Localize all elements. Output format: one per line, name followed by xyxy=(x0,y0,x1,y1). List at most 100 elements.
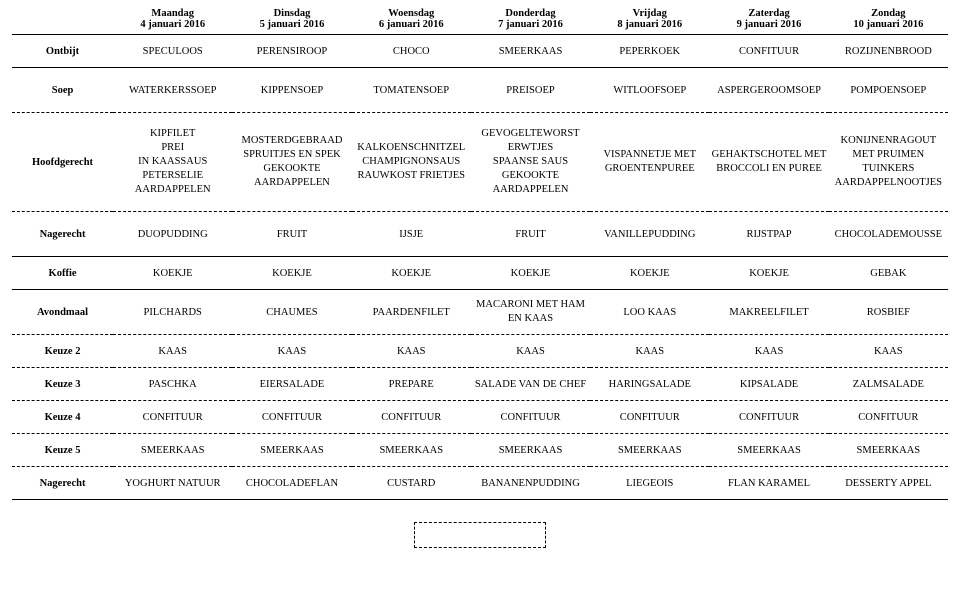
row-label: Keuze 2 xyxy=(12,335,113,368)
cell: SALADE VAN DE CHEF xyxy=(471,368,590,401)
day-name: Zaterdag xyxy=(711,8,826,19)
day-name: Maandag xyxy=(115,8,230,19)
cell: SMEERKAAS xyxy=(590,434,709,467)
cell: HARINGSALADE xyxy=(590,368,709,401)
cell: FRUIT xyxy=(471,212,590,257)
cell: ASPERGEROOMSOEP xyxy=(709,68,828,113)
row-nagerecht-2: Nagerecht YOGHURT NATUUR CHOCOLADEFLAN C… xyxy=(12,467,948,500)
day-date: 4 januari 2016 xyxy=(115,19,230,30)
cell: CONFITUUR xyxy=(232,401,351,434)
cell: CONFITUUR xyxy=(829,401,948,434)
cell: KALKOENSCHNITZEL CHAMPIGNONSAUS RAUWKOST… xyxy=(352,113,471,212)
row-hoofdgerecht: Hoofdgerecht KIPFILET PREI IN KAASSAUS P… xyxy=(12,113,948,212)
cell: CONFITUUR xyxy=(471,401,590,434)
cell: SMEERKAAS xyxy=(829,434,948,467)
cell: CHOCO xyxy=(352,35,471,68)
cell: VANILLEPUDDING xyxy=(590,212,709,257)
cell: KIPFILET PREI IN KAASSAUS PETERSELIE AAR… xyxy=(113,113,232,212)
cell: PREISOEP xyxy=(471,68,590,113)
cell: GEHAKTSCHOTEL MET BROCCOLI EN PUREE xyxy=(709,113,828,212)
cell: KIPSALADE xyxy=(709,368,828,401)
cell: LIEGEOIS xyxy=(590,467,709,500)
cell: ROZIJNENBROOD xyxy=(829,35,948,68)
cell: KAAS xyxy=(590,335,709,368)
cell: FRUIT xyxy=(232,212,351,257)
cell: KAAS xyxy=(352,335,471,368)
header-blank xyxy=(12,4,113,35)
cell: KOEKJE xyxy=(590,257,709,290)
row-label: Soep xyxy=(12,68,113,113)
row-keuze-4: Keuze 4 CONFITUUR CONFITUUR CONFITUUR CO… xyxy=(12,401,948,434)
day-name: Donderdag xyxy=(473,8,588,19)
day-name: Zondag xyxy=(831,8,946,19)
cell: KOEKJE xyxy=(232,257,351,290)
row-label: Ontbijt xyxy=(12,35,113,68)
cell: CONFITUUR xyxy=(590,401,709,434)
row-label: Avondmaal xyxy=(12,290,113,335)
cell: DESSERTY APPEL xyxy=(829,467,948,500)
cell: EIERSALADE xyxy=(232,368,351,401)
cell: DUOPUDDING xyxy=(113,212,232,257)
cell: SMEERKAAS xyxy=(471,434,590,467)
row-label: Keuze 4 xyxy=(12,401,113,434)
cell: WATERKERSSOEP xyxy=(113,68,232,113)
cell: SPECULOOS xyxy=(113,35,232,68)
cell: MAKREELFILET xyxy=(709,290,828,335)
cell: CONFITUUR xyxy=(709,35,828,68)
cell: KAAS xyxy=(471,335,590,368)
cell: KAAS xyxy=(232,335,351,368)
day-name: Dinsdag xyxy=(234,8,349,19)
cell: WITLOOFSOEP xyxy=(590,68,709,113)
footer-empty-box xyxy=(414,522,546,548)
cell: SMEERKAAS xyxy=(352,434,471,467)
cell: SMEERKAAS xyxy=(471,35,590,68)
cell: CHOCOLADEMOUSSE xyxy=(829,212,948,257)
cell: SMEERKAAS xyxy=(232,434,351,467)
cell: PILCHARDS xyxy=(113,290,232,335)
cell: CHOCOLADEFLAN xyxy=(232,467,351,500)
cell: GEVOGELTEWORST ERWTJES SPAANSE SAUS GEKO… xyxy=(471,113,590,212)
menu-page: Maandag4 januari 2016 Dinsdag5 januari 2… xyxy=(0,0,960,560)
cell: KAAS xyxy=(113,335,232,368)
row-keuze-5: Keuze 5 SMEERKAAS SMEERKAAS SMEERKAAS SM… xyxy=(12,434,948,467)
cell: PERENSIROOP xyxy=(232,35,351,68)
cell: CUSTARD xyxy=(352,467,471,500)
row-keuze-2: Keuze 2 KAAS KAAS KAAS KAAS KAAS KAAS KA… xyxy=(12,335,948,368)
cell: CONFITUUR xyxy=(352,401,471,434)
cell: PASCHKA xyxy=(113,368,232,401)
cell: PREPARE xyxy=(352,368,471,401)
cell: TOMATENSOEP xyxy=(352,68,471,113)
cell: KOEKJE xyxy=(471,257,590,290)
row-keuze-3: Keuze 3 PASCHKA EIERSALADE PREPARE SALAD… xyxy=(12,368,948,401)
header-day: Vrijdag8 januari 2016 xyxy=(590,4,709,35)
cell: SMEERKAAS xyxy=(113,434,232,467)
cell: IJSJE xyxy=(352,212,471,257)
day-date: 7 januari 2016 xyxy=(473,19,588,30)
cell: ZALMSALADE xyxy=(829,368,948,401)
cell: POMPOENSOEP xyxy=(829,68,948,113)
header-day: Zaterdag9 januari 2016 xyxy=(709,4,828,35)
day-date: 9 januari 2016 xyxy=(711,19,826,30)
cell: KOEKJE xyxy=(709,257,828,290)
cell: PEPERKOEK xyxy=(590,35,709,68)
row-avondmaal: Avondmaal PILCHARDS CHAUMES PAARDENFILET… xyxy=(12,290,948,335)
row-ontbijt: Ontbijt SPECULOOS PERENSIROOP CHOCO SMEE… xyxy=(12,35,948,68)
row-nagerecht-1: Nagerecht DUOPUDDING FRUIT IJSJE FRUIT V… xyxy=(12,212,948,257)
cell: KAAS xyxy=(829,335,948,368)
cell: YOGHURT NATUUR xyxy=(113,467,232,500)
cell: CONFITUUR xyxy=(113,401,232,434)
row-label: Keuze 5 xyxy=(12,434,113,467)
header-day: Donderdag7 januari 2016 xyxy=(471,4,590,35)
cell: RIJSTPAP xyxy=(709,212,828,257)
cell: LOO KAAS xyxy=(590,290,709,335)
row-label: Keuze 3 xyxy=(12,368,113,401)
cell: KONIJNENRAGOUT MET PRUIMEN TUINKERS AARD… xyxy=(829,113,948,212)
day-date: 5 januari 2016 xyxy=(234,19,349,30)
cell: SMEERKAAS xyxy=(709,434,828,467)
cell: MACARONI MET HAM EN KAAS xyxy=(471,290,590,335)
row-label: Koffie xyxy=(12,257,113,290)
cell: KOEKJE xyxy=(352,257,471,290)
row-label: Hoofdgerecht xyxy=(12,113,113,212)
day-date: 6 januari 2016 xyxy=(354,19,469,30)
cell: BANANENPUDDING xyxy=(471,467,590,500)
